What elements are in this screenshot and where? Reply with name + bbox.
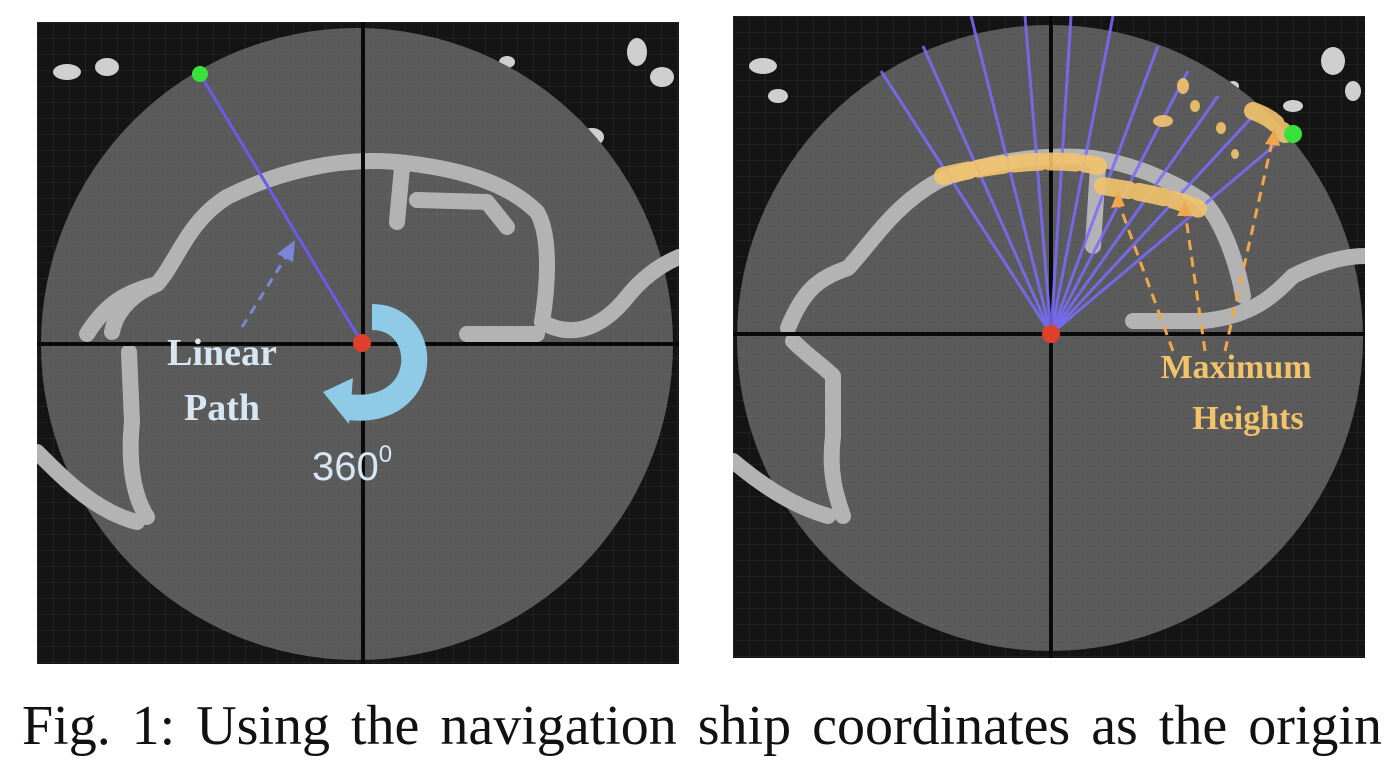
figure-panel-right: Maximum Heights xyxy=(733,16,1365,658)
origin-point xyxy=(1042,325,1060,343)
figure-caption: Fig. 1: Using the navigation ship coordi… xyxy=(22,695,1382,757)
linear-label-line2: Path xyxy=(184,387,260,429)
coastline xyxy=(37,153,679,530)
target-point xyxy=(192,66,208,82)
rotation-arrow-icon xyxy=(323,304,428,424)
maximum-heights-diagram: Maximum Heights xyxy=(733,16,1365,658)
height-pointers xyxy=(1116,137,1275,352)
linear-path-ray xyxy=(198,73,364,344)
origin-point xyxy=(353,334,371,352)
maximum-label-line2: Heights xyxy=(1192,400,1303,437)
target-point xyxy=(1284,125,1302,143)
linear-path-diagram: Linear Path 3600 xyxy=(37,22,679,664)
linear-label-line1: Linear xyxy=(167,332,277,374)
maximum-label-line1: Maximum xyxy=(1160,349,1311,386)
radial-scan-rays xyxy=(879,16,1289,336)
rotation-label: 3600 xyxy=(312,441,392,489)
figure-panel-left: Linear Path 3600 xyxy=(37,22,679,664)
maximum-height-markers xyxy=(934,102,1294,220)
